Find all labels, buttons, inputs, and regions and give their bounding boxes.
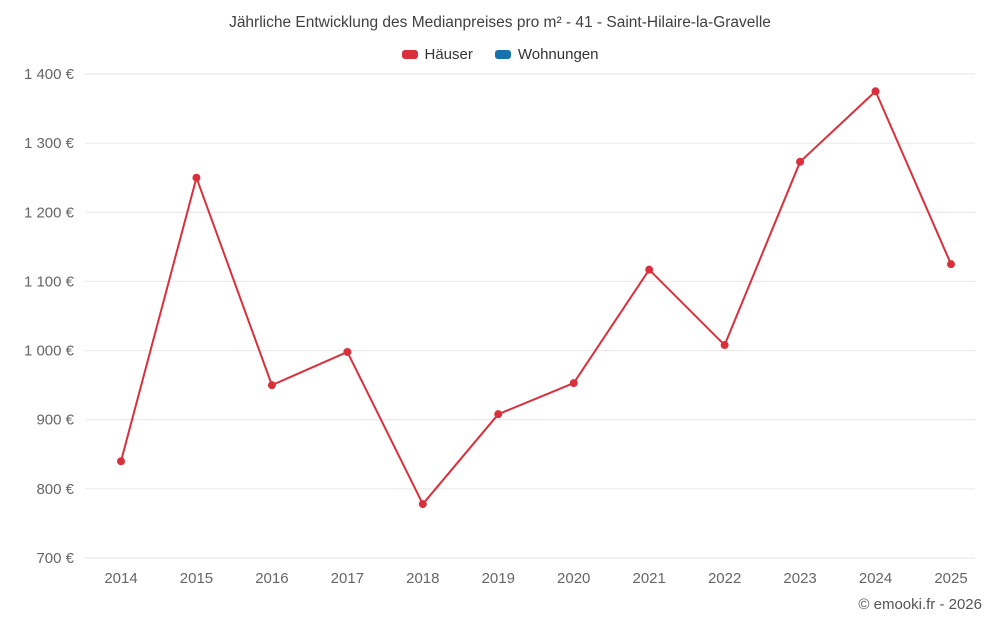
- data-point: [117, 457, 125, 466]
- data-point: [947, 260, 955, 269]
- x-axis-tick-label: 2015: [180, 570, 213, 587]
- y-axis-tick-label: 1 000 €: [24, 343, 75, 360]
- legend-item-häuser[interactable]: Häuser: [401, 46, 473, 63]
- data-point: [494, 410, 503, 419]
- x-axis-tick-label: 2021: [632, 570, 665, 587]
- legend-swatch: [494, 50, 511, 59]
- x-axis-tick-label: 2020: [557, 570, 590, 587]
- x-axis-tick-label: 2017: [331, 570, 364, 587]
- y-axis-tick-label: 900 €: [36, 412, 74, 429]
- chart-title: Jährliche Entwicklung des Medianpreises …: [229, 14, 771, 31]
- x-axis-tick-label: 2023: [783, 570, 816, 587]
- x-axis-tick-label: 2024: [859, 570, 892, 587]
- legend-label: Wohnungen: [517, 46, 599, 63]
- data-point: [343, 347, 352, 356]
- x-axis-tick-label: 2014: [104, 570, 137, 587]
- y-axis-tick-label: 1 300 €: [24, 135, 75, 152]
- data-point: [645, 265, 654, 274]
- legend: Häuser Wohnungen: [0, 46, 1000, 63]
- series-line: [120, 90, 952, 506]
- data-point: [720, 341, 729, 350]
- data-point: [418, 500, 427, 509]
- x-axis-tick-label: 2016: [255, 570, 288, 587]
- x-axis-tick-label: 2022: [708, 570, 741, 587]
- data-point: [569, 379, 578, 388]
- data-point: [796, 157, 805, 166]
- x-axis-tick-label: 2019: [482, 570, 515, 587]
- legend-item-wohnungen[interactable]: Wohnungen: [494, 46, 599, 63]
- y-axis-tick-label: 1 400 €: [24, 66, 75, 83]
- credit-text: © emooki.fr - 2026: [858, 596, 982, 613]
- x-axis-tick-label: 2025: [934, 570, 967, 587]
- data-point: [267, 381, 276, 390]
- legend-swatch: [401, 50, 418, 59]
- y-axis-tick-label: 800 €: [36, 481, 74, 498]
- data-point: [192, 173, 201, 182]
- y-axis-tick-label: 1 200 €: [24, 204, 75, 221]
- y-axis-tick-label: 700 €: [36, 550, 74, 567]
- data-point: [871, 87, 880, 96]
- x-axis-tick-label: 2018: [406, 570, 439, 587]
- legend-label: Häuser: [424, 46, 473, 63]
- y-axis-tick-label: 1 100 €: [24, 273, 75, 290]
